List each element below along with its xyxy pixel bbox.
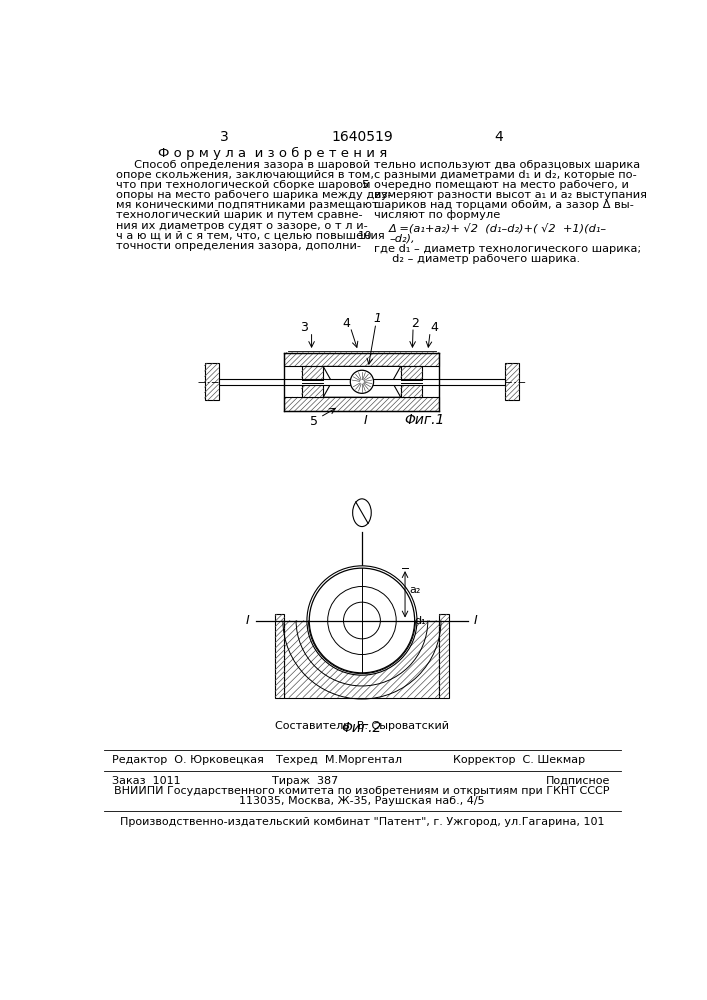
- Bar: [275, 620, 449, 698]
- Bar: [284, 353, 440, 366]
- Polygon shape: [323, 366, 401, 380]
- Text: ч а ю щ и й с я тем, что, с целью повышения: ч а ю щ и й с я тем, что, с целью повыше…: [115, 231, 384, 241]
- Text: 2: 2: [411, 317, 419, 330]
- Bar: [506, 363, 519, 400]
- Text: 5: 5: [361, 180, 368, 190]
- Text: 5: 5: [310, 415, 318, 428]
- Text: что при технологической сборке шаровой: что при технологической сборке шаровой: [115, 180, 370, 190]
- Text: 4: 4: [495, 130, 503, 144]
- Text: Корректор  С. Шекмар: Корректор С. Шекмар: [452, 755, 585, 765]
- Text: мя коническими подпятниками размещают: мя коническими подпятниками размещают: [115, 200, 378, 210]
- Text: a₂: a₂: [409, 585, 420, 595]
- Text: шариков над торцами обойм, а зазор Δ вы-: шариков над торцами обойм, а зазор Δ вы-: [373, 200, 633, 210]
- Circle shape: [307, 566, 417, 675]
- Text: опоре скольжения, заключающийся в том,: опоре скольжения, заключающийся в том,: [115, 170, 373, 180]
- Text: Способ определения зазора в шаровой: Способ определения зазора в шаровой: [115, 160, 370, 170]
- Text: Техред  М.Моргентал: Техред М.Моргентал: [276, 755, 402, 765]
- Text: I: I: [474, 614, 478, 627]
- Text: 4: 4: [342, 317, 351, 330]
- Bar: [440, 614, 449, 698]
- Text: 3: 3: [220, 130, 228, 144]
- Bar: [301, 383, 323, 397]
- Text: где d₁ – диаметр технологического шарика;: где d₁ – диаметр технологического шарика…: [373, 244, 641, 254]
- Text: Заказ  1011: Заказ 1011: [112, 776, 180, 786]
- Text: 1640519: 1640519: [331, 130, 393, 144]
- Text: 1: 1: [373, 312, 382, 325]
- Text: Δ =(a₁+a₂)+ √2  (d₁–d₂)+( √2  +1)(d₁–: Δ =(a₁+a₂)+ √2 (d₁–d₂)+( √2 +1)(d₁–: [389, 223, 607, 234]
- Ellipse shape: [353, 499, 371, 527]
- Text: тельно используют два образцовых шарика: тельно используют два образцовых шарика: [373, 160, 640, 170]
- Text: Производственно-издательский комбинат "Патент", г. Ужгород, ул.Гагарина, 101: Производственно-издательский комбинат "П…: [119, 817, 604, 827]
- Text: Φиг.1: Φиг.1: [404, 413, 445, 427]
- Text: Φиг.2: Φиг.2: [341, 721, 382, 735]
- Bar: [284, 620, 440, 698]
- Text: ния их диаметров судят о зазоре, о т л и-: ния их диаметров судят о зазоре, о т л и…: [115, 221, 367, 231]
- Text: 3: 3: [300, 321, 308, 334]
- Text: 4: 4: [430, 321, 438, 334]
- Text: Составитель  В. Сыроватский: Составитель В. Сыроватский: [275, 721, 449, 731]
- Text: –d₂),: –d₂),: [389, 234, 415, 244]
- Text: с разными диаметрами d₁ и d₂, которые по-: с разными диаметрами d₁ и d₂, которые по…: [373, 170, 636, 180]
- Text: технологический шарик и путем сравне-: технологический шарик и путем сравне-: [115, 210, 362, 220]
- Text: числяют по формуле: числяют по формуле: [373, 210, 500, 220]
- Text: Подписное: Подписное: [546, 776, 610, 786]
- Circle shape: [309, 568, 414, 673]
- Text: I: I: [246, 614, 250, 627]
- Text: опоры на место рабочего шарика между дву-: опоры на место рабочего шарика между дву…: [115, 190, 392, 200]
- Text: измеряют разности высот a₁ и a₂ выступания: измеряют разности высот a₁ и a₂ выступан…: [373, 190, 647, 200]
- Circle shape: [309, 568, 414, 673]
- Polygon shape: [323, 383, 401, 397]
- Bar: [401, 383, 422, 397]
- Bar: [301, 366, 323, 380]
- Text: 113035, Москва, Ж-35, Раушская наб., 4/5: 113035, Москва, Ж-35, Раушская наб., 4/5: [239, 796, 485, 806]
- Text: I: I: [364, 414, 368, 427]
- Text: ВНИИПИ Государственного комитета по изобретениям и открытиям при ГКНТ СССР: ВНИИПИ Государственного комитета по изоб…: [115, 786, 609, 796]
- Circle shape: [351, 370, 373, 393]
- Bar: [218, 379, 506, 385]
- Text: Тираж  387: Тираж 387: [272, 776, 339, 786]
- Text: d₁: d₁: [414, 615, 426, 626]
- Text: d₂ – диаметр рабочего шарика.: d₂ – диаметр рабочего шарика.: [373, 254, 580, 264]
- Bar: [204, 363, 218, 400]
- Bar: [284, 397, 440, 411]
- Text: 10: 10: [358, 231, 373, 241]
- Text: Ф о р м у л а  и з о б р е т е н и я: Ф о р м у л а и з о б р е т е н и я: [158, 147, 387, 160]
- Text: очередно помещают на место рабочего, и: очередно помещают на место рабочего, и: [373, 180, 629, 190]
- Bar: [401, 366, 422, 380]
- Text: точности определения зазора, дополни-: точности определения зазора, дополни-: [115, 241, 361, 251]
- Text: Редактор  О. Юрковецкая: Редактор О. Юрковецкая: [112, 755, 264, 765]
- Bar: [275, 614, 284, 698]
